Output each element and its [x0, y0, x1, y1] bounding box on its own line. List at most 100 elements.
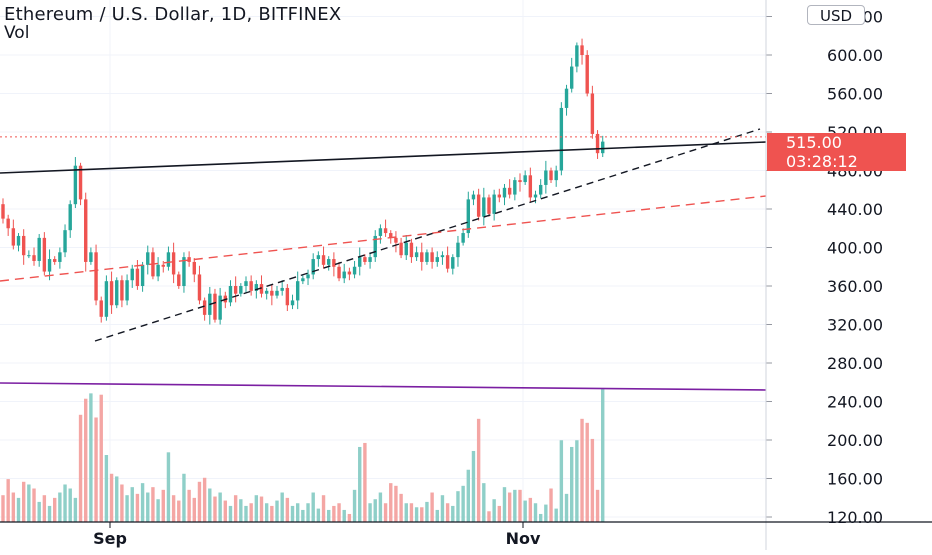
volume-bar: [182, 473, 186, 522]
candle-body: [502, 187, 507, 198]
candle-body: [192, 261, 196, 275]
volume-bar: [233, 495, 238, 522]
candle-body: [440, 255, 445, 258]
candle-body: [538, 184, 543, 195]
volume-bar: [513, 489, 517, 522]
candle-body: [528, 175, 533, 198]
date-axis[interactable]: Sep Nov: [93, 522, 541, 548]
candle-body: [120, 280, 124, 301]
price-tick-label: 120.00: [827, 508, 883, 527]
candle-body: [161, 264, 165, 267]
volume-bar: [383, 503, 388, 522]
candle-body: [544, 170, 548, 185]
volume-bar: [228, 505, 233, 522]
candle-body: [125, 280, 129, 301]
volume-bar: [337, 503, 341, 522]
volume-bar: [125, 495, 129, 522]
candle-body: [342, 271, 346, 279]
candle-body: [492, 194, 496, 214]
candle-body: [259, 284, 264, 294]
volume-bar: [213, 496, 217, 522]
volume-bar: [73, 497, 78, 522]
candle-body: [482, 197, 486, 217]
volume-label: Vol: [4, 23, 30, 43]
candle-body: [197, 274, 202, 301]
volume-bar: [378, 492, 383, 522]
volume-bar: [471, 450, 476, 522]
candle-body: [166, 252, 171, 267]
candle-body: [425, 252, 429, 262]
candle-body: [233, 286, 238, 294]
price-tick-label: 400.00: [827, 239, 883, 258]
volume-bar: [171, 495, 176, 522]
candle-body: [254, 284, 259, 291]
candle-body: [16, 235, 21, 246]
volume-bar: [466, 469, 470, 522]
candle-body: [42, 237, 47, 272]
volume-bar: [420, 507, 424, 522]
volume-bar: [135, 493, 140, 522]
candle-body: [332, 259, 336, 267]
volume-bar: [570, 446, 574, 522]
volume-bar: [37, 501, 41, 522]
candle-body: [549, 170, 553, 181]
candle-body: [507, 187, 512, 195]
bar-countdown-tag: 03:28:12: [767, 152, 906, 171]
candle-body: [270, 290, 274, 296]
candle-body: [533, 194, 538, 198]
volume-bar: [311, 492, 315, 522]
volume-bar: [259, 496, 264, 522]
candle-body: [487, 197, 491, 214]
price-tick-label: 360.00: [827, 277, 883, 296]
volume-bar: [84, 398, 88, 522]
candle-body: [146, 252, 150, 265]
candle-body: [27, 255, 31, 257]
volume-bar: [409, 503, 414, 522]
candle-body: [202, 300, 207, 315]
volume-bar: [580, 418, 584, 522]
gridlines: [0, 0, 766, 522]
volume-bar: [595, 489, 600, 522]
candle-body: [352, 266, 357, 275]
volume-bar: [270, 505, 274, 522]
candle-body: [347, 271, 352, 275]
volume-bar: [58, 492, 62, 522]
volume-bars: [1, 388, 605, 522]
candle-body: [187, 257, 191, 262]
volume-bar: [585, 422, 589, 522]
candle-body: [264, 290, 269, 294]
volume-bar: [89, 393, 93, 522]
date-tick-label: Nov: [506, 529, 541, 548]
candle-body: [316, 255, 321, 260]
volume-bar: [202, 477, 207, 522]
candle-body: [99, 300, 103, 317]
candle-body: [378, 228, 383, 236]
drawings: [0, 128, 767, 391]
candle-body: [115, 280, 119, 306]
volume-bar: [197, 481, 202, 522]
candle-body: [585, 55, 589, 94]
volume-bar: [42, 495, 47, 522]
candle-body: [249, 281, 253, 291]
volume-bar: [47, 505, 52, 522]
volume-bar: [301, 509, 305, 522]
candle-body: [394, 237, 398, 243]
volume-bar: [523, 500, 527, 522]
volume-bar: [264, 503, 269, 522]
candle-body: [104, 281, 109, 317]
volume-bar: [156, 499, 160, 522]
volume-bar: [461, 485, 465, 522]
candle-body: [130, 268, 134, 281]
currency-button[interactable]: USD: [807, 5, 865, 25]
volume-bar: [11, 492, 16, 522]
volume-bar: [502, 487, 507, 522]
volume-bar: [404, 503, 408, 522]
candle-body: [580, 45, 584, 55]
candle-body: [389, 233, 393, 238]
volume-bar: [21, 481, 26, 522]
candle-body: [409, 242, 414, 258]
volume-bar: [120, 484, 124, 522]
